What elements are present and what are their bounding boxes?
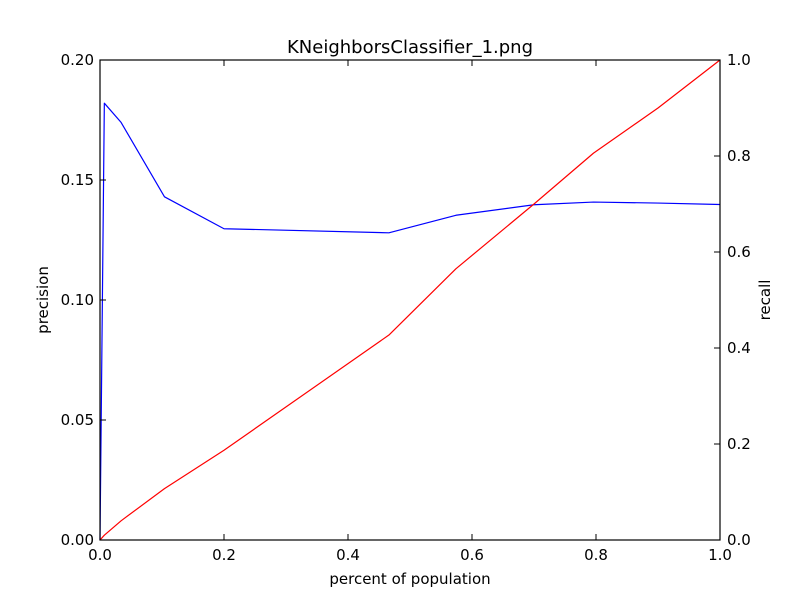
right-y-tick-label: 1.0 [727, 51, 751, 69]
left-y-tick-label: 0.15 [61, 171, 94, 189]
right-y-tick-label: 0.4 [727, 339, 751, 357]
precision-line [99, 102, 721, 541]
x-axis-label: percent of population [329, 570, 490, 588]
right-y-tick-label: 0.6 [727, 243, 751, 261]
x-tick-label: 0.6 [460, 546, 484, 564]
left-y-tick-label: 0.10 [61, 291, 94, 309]
x-tick-label: 1.0 [708, 546, 732, 564]
right-y-tick-label: 0.8 [727, 147, 751, 165]
left-y-axis-label: precision [34, 266, 52, 334]
x-axis: 0.0 0.2 0.4 0.6 0.8 1.0 [88, 60, 732, 564]
x-tick-label: 0.4 [336, 546, 360, 564]
right-y-tick-label: 0.0 [727, 531, 751, 549]
left-y-axis: 0.00 0.05 0.10 0.15 0.20 [61, 51, 106, 549]
right-y-axis: 0.0 0.2 0.4 0.6 0.8 1.0 [714, 51, 751, 549]
x-tick-label: 0.2 [212, 546, 236, 564]
x-tick-label: 0.0 [88, 546, 112, 564]
recall-line [99, 59, 721, 541]
left-y-tick-label: 0.00 [61, 531, 94, 549]
left-y-tick-label: 0.20 [61, 51, 94, 69]
right-y-axis-label: recall [756, 280, 774, 321]
plot-frame [99, 59, 721, 541]
x-tick-label: 0.8 [584, 546, 608, 564]
left-y-tick-label: 0.05 [61, 411, 94, 429]
right-y-tick-label: 0.2 [727, 435, 751, 453]
chart-title: KNeighborsClassifier_1.png [287, 37, 533, 58]
series-layer [99, 59, 721, 541]
